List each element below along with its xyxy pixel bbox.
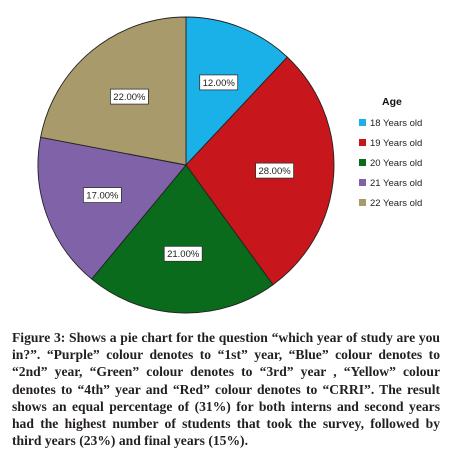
- legend-label-5: 22 Years old: [370, 198, 422, 209]
- pie-slice-3: [91, 164, 274, 314]
- legend-label-3: 20 Years old: [370, 158, 422, 169]
- slice-label-1: 12.00%: [199, 74, 239, 91]
- legend-swatch-3: [359, 159, 366, 166]
- legend-swatch-4: [359, 179, 366, 186]
- legend-label-2: 19 Years old: [370, 138, 422, 149]
- legend-items: 18 Years old 19 Years old 20 Years old 21 Y…: [359, 118, 422, 209]
- slice-label-text: 28.00%: [258, 166, 291, 177]
- slice-label-4: 17.00%: [83, 187, 122, 204]
- slice-label-text: 22.00%: [113, 92, 146, 103]
- slice-label-3: 21.00%: [163, 245, 203, 262]
- pie-chart: 12.00% 28.00% 21.00% 17.00% 22.00% Age 18 Ye…: [37, 16, 422, 314]
- legend: Age 18 Years old 19 Years old 20 Years old…: [359, 96, 422, 209]
- slice-label-5: 22.00%: [110, 88, 149, 105]
- slice-label-box: [83, 187, 122, 204]
- legend-swatch-5: [359, 199, 366, 206]
- slice-label-text: 12.00%: [203, 78, 236, 89]
- slice-labels: 12.00% 28.00% 21.00% 17.00% 22.00%: [83, 74, 295, 262]
- legend-swatch-2: [359, 139, 366, 146]
- pie-slice-1: [185, 16, 288, 167]
- legend-label-1: 18 Years old: [370, 118, 422, 129]
- slice-label-text: 21.00%: [167, 249, 200, 260]
- slice-label-text: 17.00%: [86, 191, 119, 202]
- legend-title: Age: [382, 96, 402, 108]
- pie-slice-4: [37, 136, 187, 280]
- slice-label-box: [255, 162, 295, 179]
- slice-label-2: 28.00%: [255, 162, 295, 179]
- figure-caption: Figure 3: Shows a pie chart for the ques…: [12, 330, 440, 449]
- slice-label-box: [163, 245, 203, 262]
- slice-label-box: [110, 88, 149, 105]
- legend-swatch-1: [359, 119, 366, 126]
- slice-label-box: [199, 74, 239, 91]
- legend-label-4: 21 Years old: [370, 178, 422, 189]
